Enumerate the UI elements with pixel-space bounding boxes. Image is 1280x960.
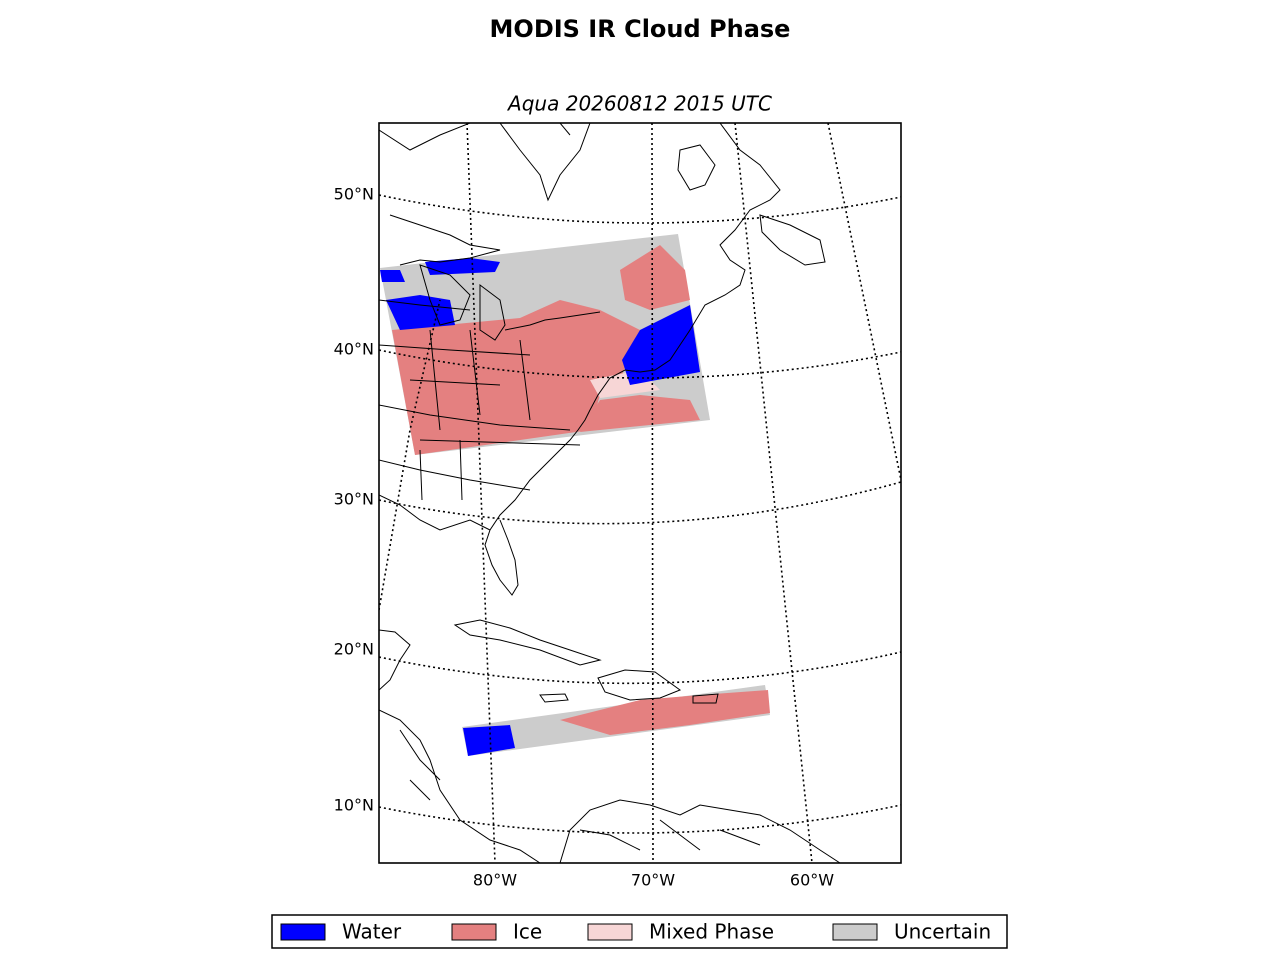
- graticule: [379, 123, 901, 863]
- graticule-line: [651, 123, 654, 863]
- longitude-label: 60°W: [790, 871, 834, 890]
- legend: Water Ice Mixed Phase Uncertain: [280, 920, 991, 944]
- ice-area: [620, 245, 690, 310]
- water-area: [463, 725, 515, 756]
- map-frame: [378, 122, 902, 864]
- legend-label: Uncertain: [894, 920, 991, 944]
- legend-label: Mixed Phase: [649, 920, 774, 944]
- water-area: [622, 305, 700, 385]
- title: MODIS IR Cloud Phase: [490, 15, 791, 43]
- legend-swatch: [587, 923, 633, 941]
- legend-box: [271, 914, 1008, 949]
- graticule-line: [466, 123, 496, 863]
- legend-swatch: [832, 923, 878, 941]
- latitude-label: 50°N: [334, 185, 374, 204]
- coastlines: [379, 123, 841, 863]
- water-area: [380, 270, 405, 282]
- graticule-line: [379, 194, 901, 224]
- latitude-label: 10°N: [334, 796, 374, 815]
- axis-labels: 50°N 40°N 30°N 20°N 10°N 80°W 70°W 60°W: [334, 185, 835, 890]
- graticule-line: [734, 123, 813, 863]
- legend-label: Water: [342, 920, 402, 944]
- graticule-line: [827, 123, 901, 481]
- latitude-label: 20°N: [334, 640, 374, 659]
- graticule-line: [379, 299, 441, 611]
- legend-swatch: [280, 923, 326, 941]
- longitude-label: 80°W: [473, 871, 517, 890]
- ice-area: [392, 300, 640, 455]
- graticule-line: [379, 481, 901, 525]
- legend-label: Ice: [513, 920, 542, 944]
- cloud-swaths: [380, 234, 770, 756]
- subtitle: Aqua 20260812 2015 UTC: [506, 92, 772, 116]
- graticule-line: [379, 651, 901, 685]
- graticule-line: [379, 804, 901, 834]
- map: [379, 123, 901, 863]
- legend-swatch: [451, 923, 497, 941]
- water-area: [386, 295, 455, 330]
- ice-area: [560, 690, 770, 735]
- longitude-label: 70°W: [631, 871, 675, 890]
- latitude-label: 40°N: [334, 340, 374, 359]
- water-area: [425, 258, 500, 275]
- latitude-label: 30°N: [334, 490, 374, 509]
- ice-area: [580, 395, 700, 432]
